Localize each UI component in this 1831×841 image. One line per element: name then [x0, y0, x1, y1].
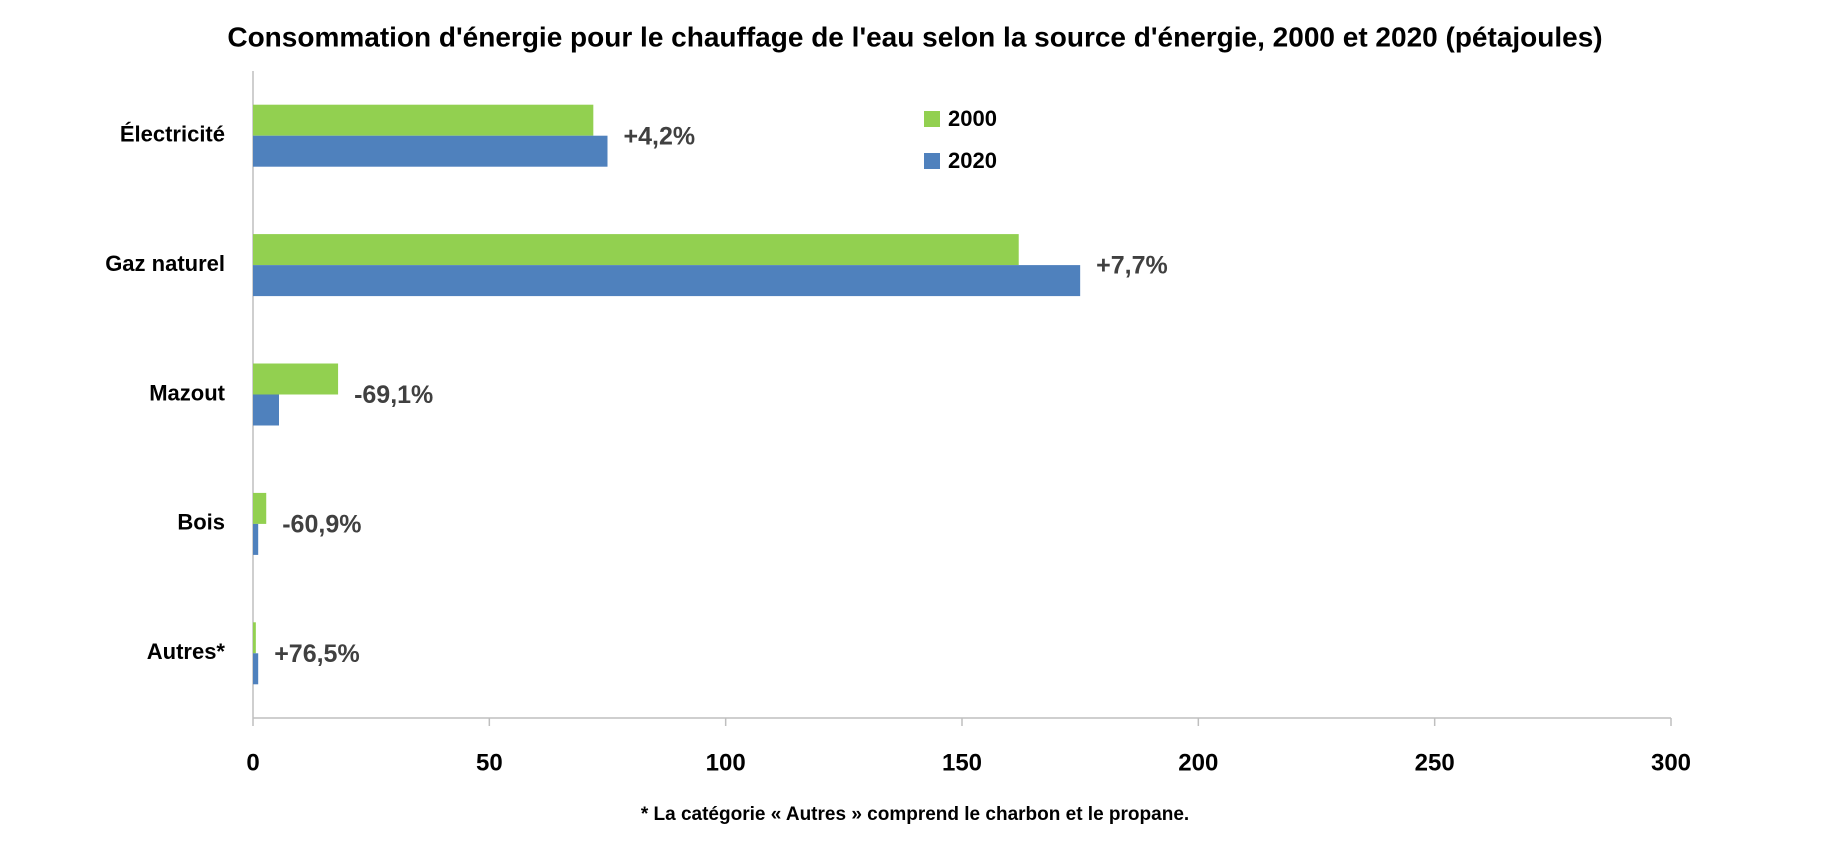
bar — [253, 234, 1019, 266]
chart-title: Consommation d'énergie pour le chauffage… — [227, 21, 1602, 52]
annotation: +7,7% — [1096, 252, 1168, 280]
bar — [253, 363, 339, 395]
y-tick-label: Bois — [177, 510, 225, 535]
legend-swatch — [924, 111, 940, 127]
y-tick-label: Autres* — [147, 639, 226, 664]
bar — [253, 622, 256, 654]
bar — [253, 492, 267, 524]
bar — [253, 394, 279, 426]
bar — [253, 104, 594, 136]
legend-swatch — [924, 153, 940, 169]
bar — [253, 653, 259, 685]
x-tick-label: 100 — [706, 749, 746, 776]
bar — [253, 523, 259, 555]
y-tick-label: Électricité — [120, 122, 225, 147]
legend-label: 2020 — [948, 148, 997, 173]
annotation: +4,2% — [624, 122, 696, 150]
x-tick-label: 150 — [942, 749, 982, 776]
footnote: * La catégorie « Autres » comprend le ch… — [641, 804, 1189, 825]
annotation: +76,5% — [274, 640, 360, 668]
x-tick-label: 300 — [1651, 749, 1691, 776]
legend-label: 2000 — [948, 106, 997, 131]
annotation: -60,9% — [282, 511, 361, 539]
y-tick-label: Mazout — [149, 380, 225, 405]
x-tick-label: 200 — [1178, 749, 1218, 776]
x-tick-label: 50 — [476, 749, 503, 776]
x-tick-label: 0 — [246, 749, 259, 776]
bar — [253, 135, 608, 167]
annotation: -69,1% — [354, 381, 433, 409]
y-tick-label: Gaz naturel — [105, 251, 225, 276]
bar — [253, 265, 1081, 297]
x-tick-label: 250 — [1415, 749, 1455, 776]
